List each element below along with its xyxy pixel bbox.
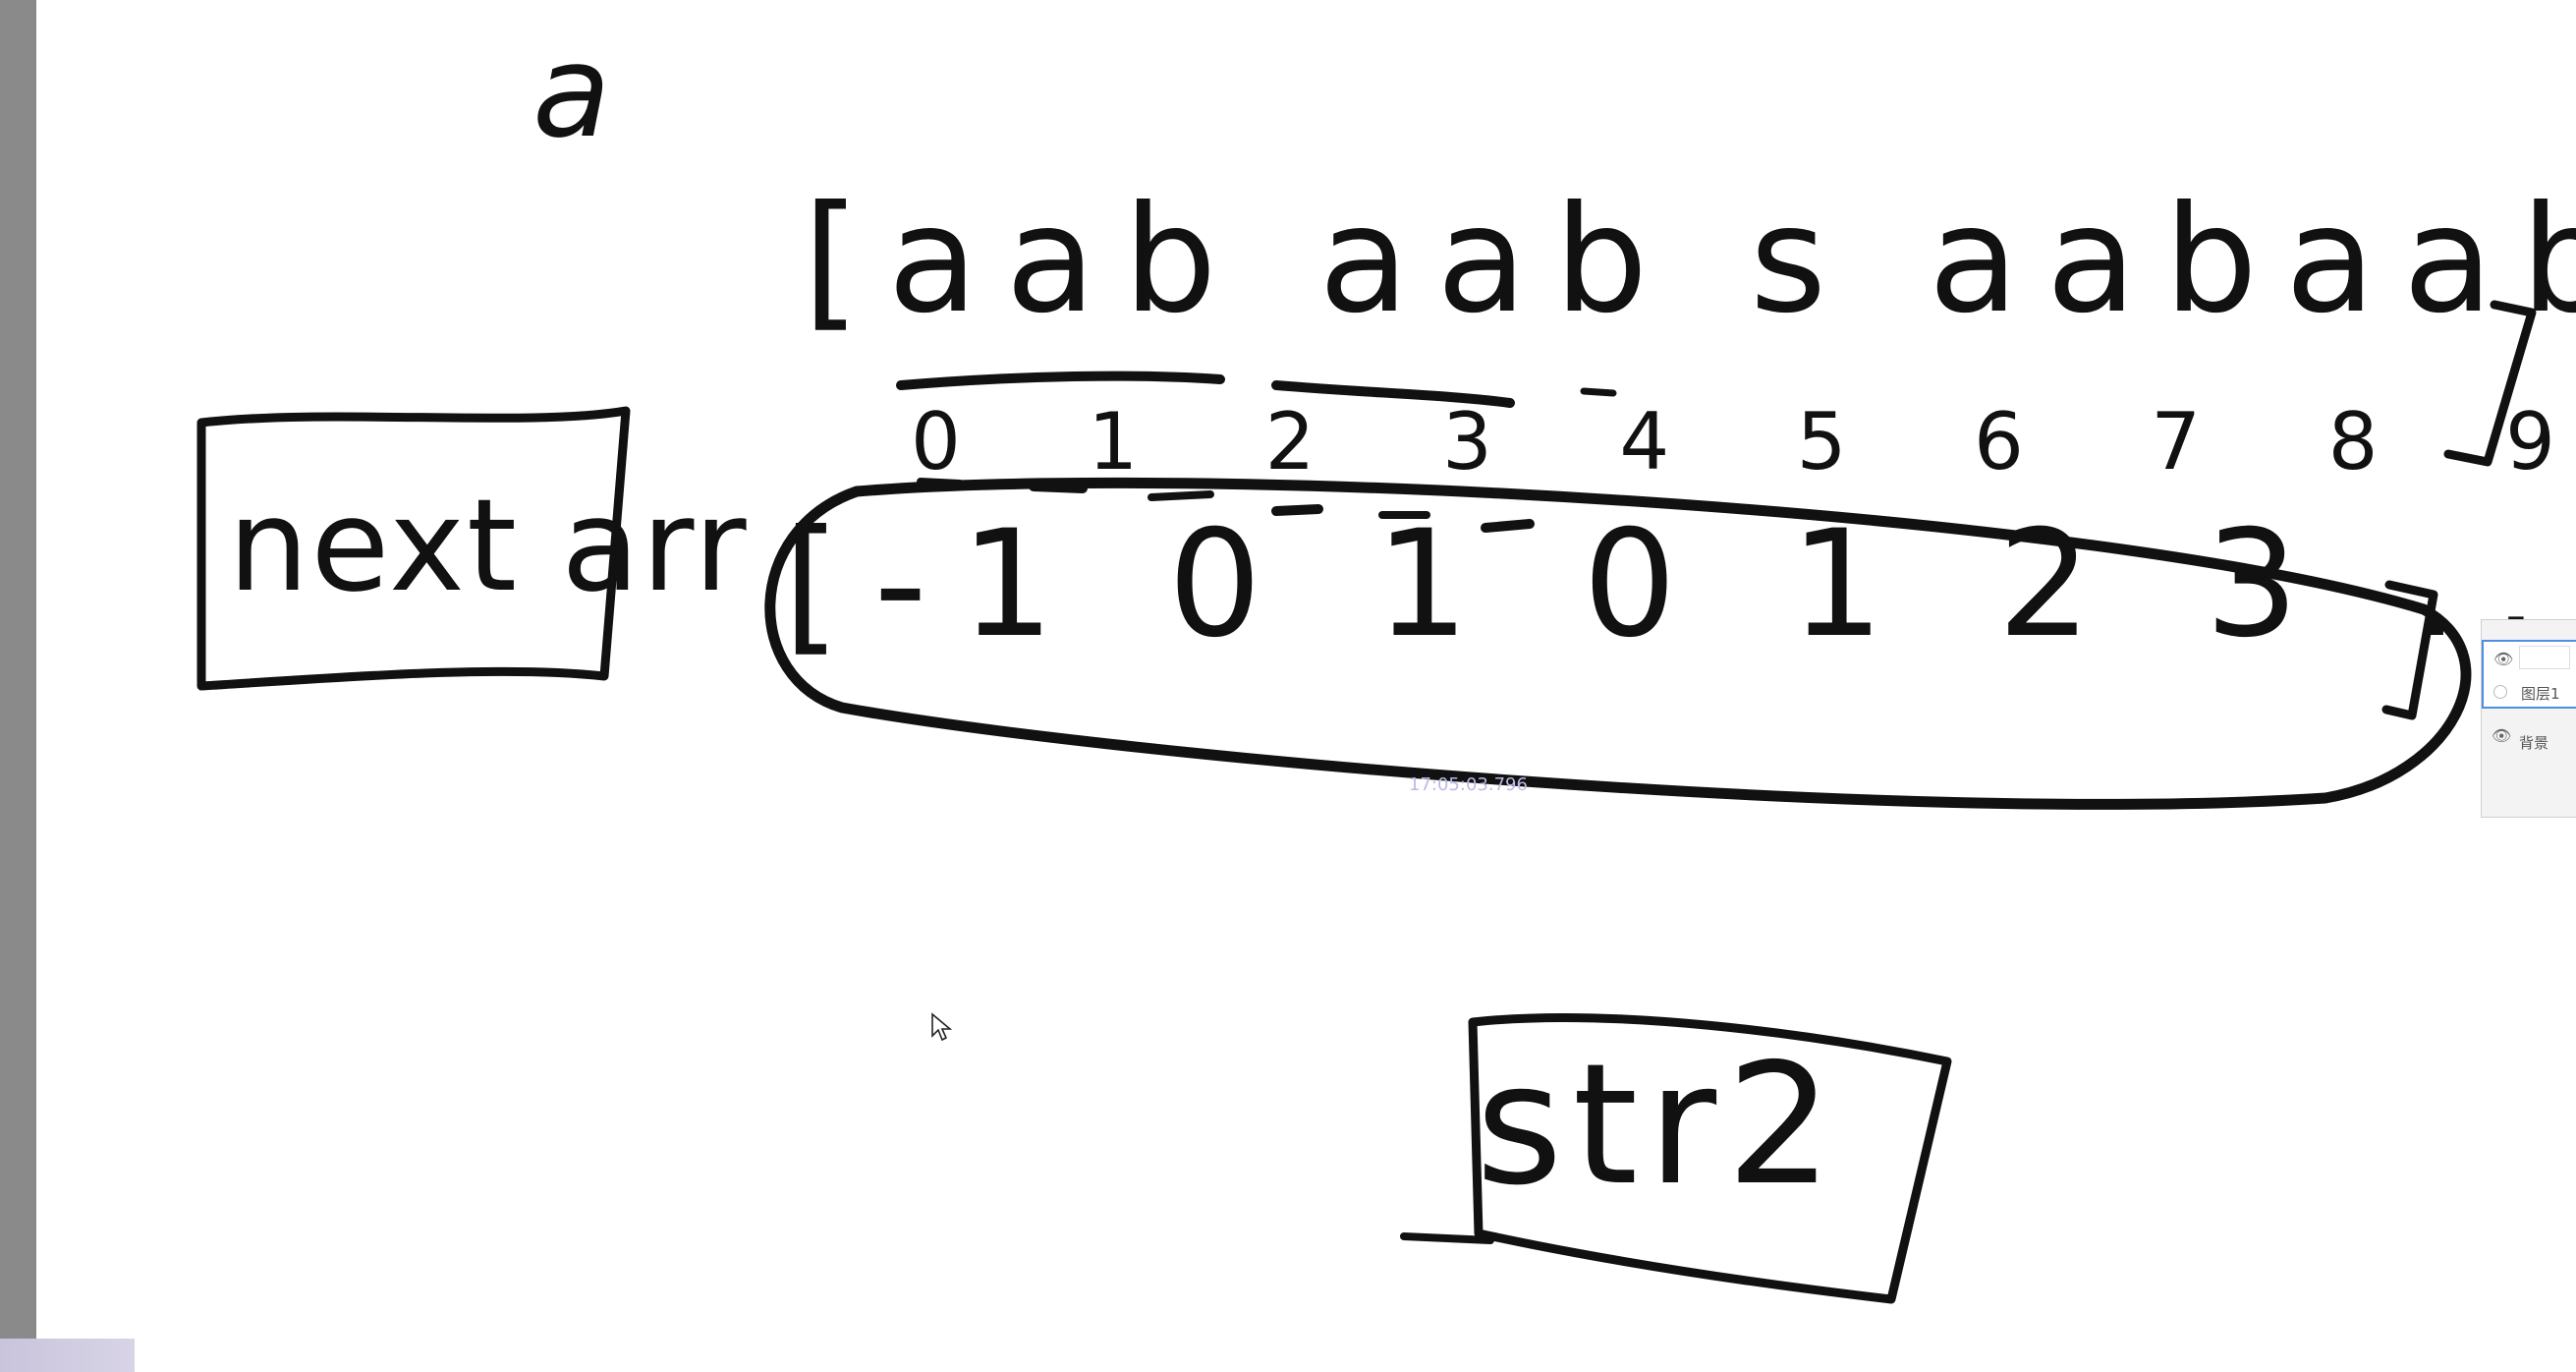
- nextarr-label: next arr: [228, 471, 749, 620]
- str2-box-stroke: [1468, 1013, 1952, 1304]
- mouse-cursor-icon: [931, 1012, 952, 1042]
- nextarr-box-stroke: [196, 406, 631, 691]
- underline-group-1: [896, 371, 1225, 390]
- eye-icon[interactable]: 👁: [2492, 726, 2512, 745]
- dash-1: [1029, 482, 1088, 493]
- layer-label: 背景: [2519, 734, 2549, 752]
- letter-a: a: [532, 17, 611, 166]
- faint-watermark: 17:05:03.796: [1409, 774, 1528, 795]
- ink-strokes: [196, 300, 2537, 1304]
- layer-radio[interactable]: [2493, 685, 2507, 699]
- str2-box-tail: [1400, 1232, 1494, 1244]
- layer-item-1[interactable]: 👁 图层1: [2482, 640, 2576, 709]
- dash-3: [1271, 504, 1323, 516]
- str2-label: str2: [1476, 1028, 1843, 1223]
- underline-group-2: [1271, 380, 1515, 408]
- next-array-values: [-1 0 1 0 1 2 3 ....: [783, 499, 2576, 670]
- taskbar-thumbnail[interactable]: [0, 1339, 135, 1372]
- dash-6: [1580, 387, 1617, 397]
- layer-thumbnail: [2519, 646, 2570, 669]
- source-string-array: [aab aab s aabaabst]: [803, 175, 2576, 346]
- drawing-canvas[interactable]: a [aab aab s aabaabst] 0 1 2 3 4 5 6 7 8…: [36, 0, 2576, 1372]
- layer-item-background[interactable]: 👁 背景: [2482, 718, 2576, 766]
- layers-panel: 👁 图层1 👁 背景: [2481, 619, 2576, 818]
- eye-icon[interactable]: 👁: [2493, 650, 2514, 668]
- dash-2: [1148, 490, 1214, 501]
- index-row: 0 1 2 3 4 5 6 7 8 9: [911, 396, 2576, 487]
- array-closing-bracket: [2443, 300, 2537, 467]
- dash-0: [917, 478, 964, 487]
- next-array-oval: [764, 477, 2472, 810]
- layer-label: 图层1: [2521, 685, 2560, 703]
- next-closing-bracket: [2381, 580, 2438, 720]
- dash-5: [1481, 519, 1535, 533]
